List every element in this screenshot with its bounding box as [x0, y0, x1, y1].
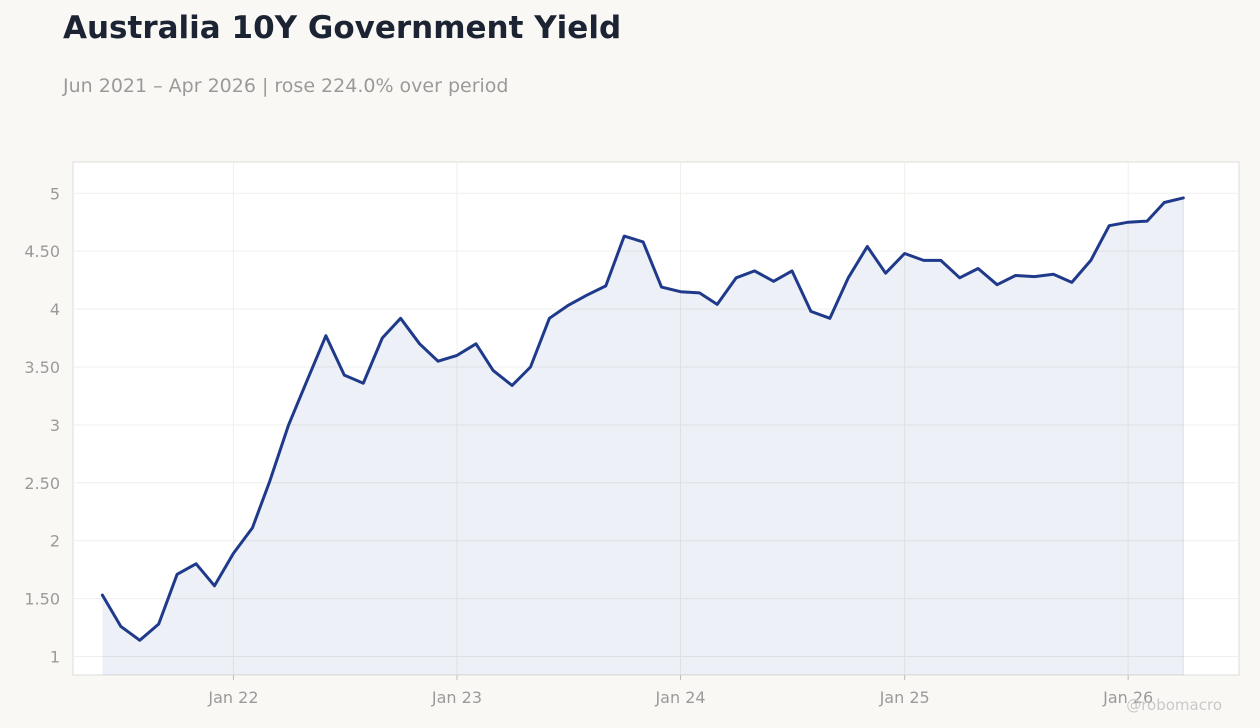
- yield-area-fill: [102, 197, 1184, 675]
- watermark: @robomacro: [1126, 696, 1222, 714]
- plot-area: [72, 161, 1240, 676]
- chart-subtitle: Jun 2021 – Apr 2026 | rose 224.0% over p…: [63, 75, 509, 97]
- y-tick-label: 5: [50, 184, 60, 203]
- x-tick-label: Jan 26: [1102, 688, 1153, 707]
- y-tick-label: 4.50: [24, 242, 60, 261]
- y-tick-label: 4: [50, 300, 60, 319]
- x-tick-label: Jan 23: [431, 688, 482, 707]
- x-axis-labels: Jan 22 Jan 23 Jan 24 Jan 25 Jan 26: [207, 688, 1153, 707]
- y-tick-label: 1: [50, 647, 60, 666]
- chart-title: Australia 10Y Government Yield: [63, 10, 622, 46]
- y-tick-label: 3: [50, 416, 60, 435]
- x-tick-label: Jan 25: [879, 688, 930, 707]
- x-tick-label: Jan 22: [207, 688, 258, 707]
- y-tick-label: 2.50: [24, 474, 60, 493]
- y-axis-labels: 1 1.50 2 2.50 3 3.50 4 4.50 5: [24, 184, 60, 666]
- y-tick-label: 3.50: [24, 358, 60, 377]
- gridlines: [73, 162, 1239, 680]
- x-tick-label: Jan 24: [654, 688, 705, 707]
- yield-line: [100, 196, 1185, 642]
- y-tick-label: 2: [50, 532, 60, 551]
- y-tick-label: 1.50: [24, 590, 60, 609]
